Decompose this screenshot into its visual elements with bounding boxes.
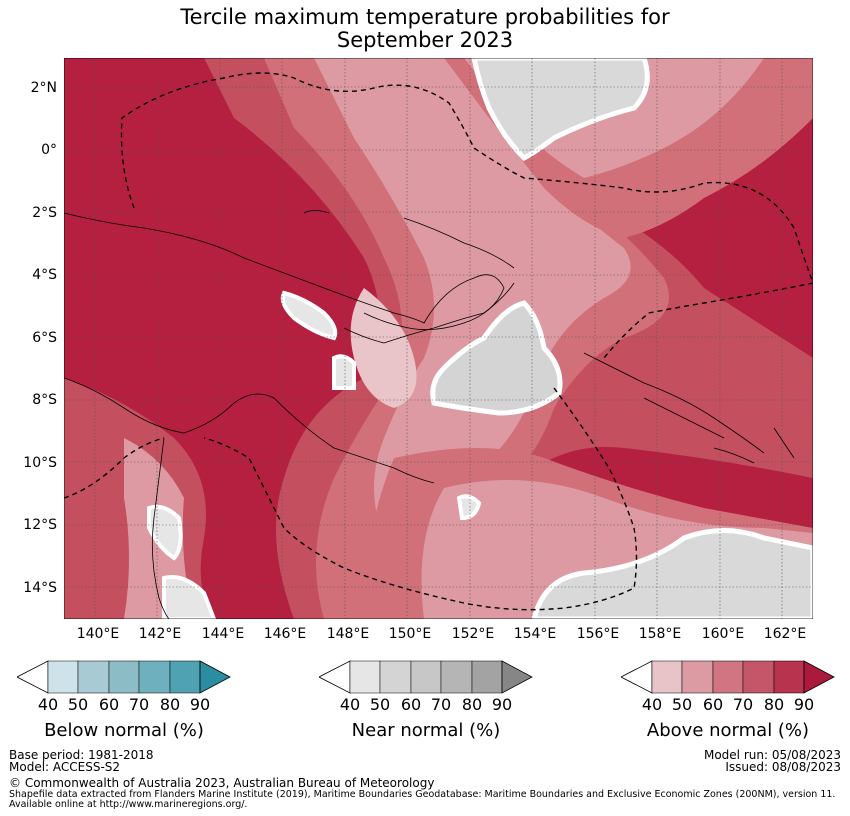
colorbar-tick: 40	[339, 695, 361, 714]
lat-label: 2°N	[30, 80, 57, 96]
colorbar-tick: 90	[491, 695, 513, 714]
lon-label: 154°E	[513, 626, 557, 642]
lat-label: 10°S	[23, 455, 57, 471]
near-normal-area	[471, 58, 650, 162]
colorbar-tick: 60	[702, 695, 724, 714]
map-title-line1: Tercile maximum temperature probabilitie…	[180, 5, 670, 29]
colorbar-title-below: Below normal (%)	[44, 720, 204, 741]
contour-50-60	[314, 58, 631, 538]
colorbar-tick: 50	[671, 695, 693, 714]
colorbar-tick: 70	[732, 695, 754, 714]
shapefile-credit: Shapefile data extracted from Flanders M…	[9, 789, 836, 800]
lat-label: 2°S	[32, 205, 57, 221]
colorbar-near	[319, 660, 533, 694]
colorbar-tick: 70	[128, 695, 150, 714]
colorbar-tick: 40	[641, 695, 663, 714]
colorbar-tick: 90	[189, 695, 211, 714]
colorbar-tick: 40	[37, 695, 59, 714]
near-normal-area	[531, 528, 813, 619]
colorbar-tick: 80	[763, 695, 785, 714]
colorbar-title-above: Above normal (%)	[646, 720, 810, 741]
colorbar-tick: 70	[430, 695, 452, 714]
lat-label: 0°	[41, 142, 57, 158]
probability-map	[64, 58, 813, 619]
lon-label: 162°E	[763, 626, 807, 642]
colorbar-tick: 60	[400, 695, 422, 714]
lat-label: 12°S	[23, 517, 57, 533]
contour-40-50	[350, 288, 417, 408]
colorbar-tick: 60	[98, 695, 120, 714]
coastline	[64, 210, 795, 619]
colorbar-tick: 80	[159, 695, 181, 714]
shapefile-url: Available online at http://www.marinereg…	[9, 799, 248, 810]
lon-label: 150°E	[388, 626, 432, 642]
colorbar-tick: 90	[793, 695, 815, 714]
colorbar-below	[17, 660, 231, 694]
lon-label: 146°E	[263, 626, 307, 642]
lon-label: 152°E	[451, 626, 495, 642]
colorbar-tick: 50	[369, 695, 391, 714]
near-normal-area	[430, 300, 563, 416]
lon-label: 158°E	[638, 626, 682, 642]
colorbar-tick: 50	[67, 695, 89, 714]
colorbar-tick: 80	[461, 695, 483, 714]
copyright: © Commonwealth of Australia 2023, Austra…	[9, 776, 435, 790]
lon-label: 160°E	[701, 626, 745, 642]
lat-label: 6°S	[32, 330, 57, 346]
lon-label: 142°E	[138, 626, 182, 642]
model-name: Model: ACCESS-S2	[9, 760, 121, 774]
map-title-line2: September 2023	[336, 28, 514, 52]
lon-label: 140°E	[76, 626, 120, 642]
maritime-boundary	[64, 72, 813, 611]
issued-date: Issued: 08/08/2023	[725, 760, 841, 774]
colorbar-above	[621, 660, 835, 694]
colorbar-title-near: Near normal (%)	[351, 720, 501, 741]
lon-label: 156°E	[576, 626, 620, 642]
lon-label: 148°E	[326, 626, 370, 642]
lat-label: 14°S	[23, 580, 57, 596]
lat-label: 8°S	[32, 392, 57, 408]
base-period: Base period: 1981-2018	[9, 748, 154, 762]
lat-label: 4°S	[32, 267, 57, 283]
model-run: Model run: 05/08/2023	[703, 748, 841, 762]
lon-label: 144°E	[201, 626, 245, 642]
graticule	[64, 58, 813, 619]
